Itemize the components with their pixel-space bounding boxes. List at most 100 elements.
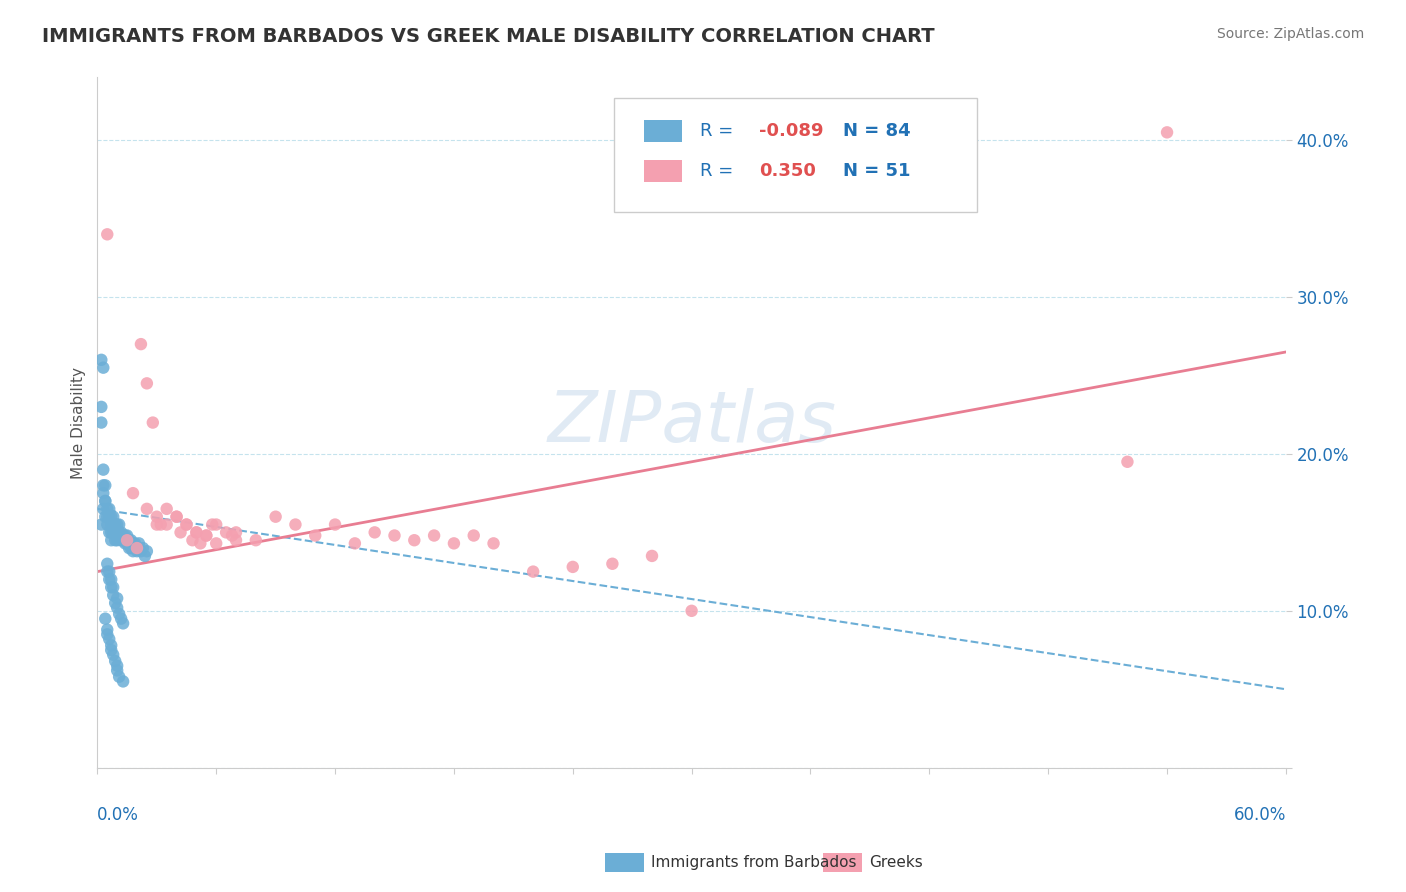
Point xyxy=(100,580,122,594)
Point xyxy=(284,517,307,532)
Point xyxy=(104,517,127,532)
Point xyxy=(522,565,544,579)
Point xyxy=(169,525,191,540)
Point xyxy=(166,509,188,524)
Point xyxy=(482,536,505,550)
Point xyxy=(90,517,112,532)
Point xyxy=(115,533,138,548)
Point xyxy=(129,337,152,351)
Point xyxy=(118,533,141,548)
Point xyxy=(195,528,218,542)
Point xyxy=(96,509,118,524)
Point xyxy=(343,536,366,550)
Point xyxy=(112,528,135,542)
Text: Immigrants from Barbados: Immigrants from Barbados xyxy=(651,855,856,870)
Point xyxy=(105,664,128,678)
Point xyxy=(221,528,243,542)
Point xyxy=(100,517,122,532)
Text: N = 51: N = 51 xyxy=(842,161,910,179)
Text: ZIPatlas: ZIPatlas xyxy=(547,388,837,457)
Point xyxy=(110,533,132,548)
Point xyxy=(443,536,465,550)
Point xyxy=(186,525,208,540)
Text: 0.350: 0.350 xyxy=(759,161,817,179)
Point xyxy=(120,541,142,555)
Point xyxy=(103,509,125,524)
Point xyxy=(100,533,122,548)
Point xyxy=(104,533,127,548)
Point xyxy=(90,416,112,430)
Point xyxy=(100,643,122,657)
Point xyxy=(98,501,121,516)
Point xyxy=(94,494,117,508)
Point xyxy=(98,565,121,579)
Point xyxy=(205,536,228,550)
Point xyxy=(96,227,118,242)
Point xyxy=(96,565,118,579)
Point xyxy=(103,648,125,662)
Point xyxy=(190,536,212,550)
Point xyxy=(681,604,703,618)
Point xyxy=(186,525,208,540)
Point xyxy=(641,549,664,563)
Point xyxy=(128,536,150,550)
Point xyxy=(110,525,132,540)
Point xyxy=(195,528,218,542)
Point xyxy=(124,536,146,550)
Text: Greeks: Greeks xyxy=(869,855,922,870)
Point xyxy=(1116,455,1139,469)
Point xyxy=(96,627,118,641)
Point xyxy=(181,533,204,548)
Point xyxy=(105,600,128,615)
Point xyxy=(103,588,125,602)
Point xyxy=(114,536,136,550)
FancyBboxPatch shape xyxy=(644,160,682,182)
Text: R =: R = xyxy=(700,122,740,140)
Point xyxy=(118,541,141,555)
Text: 60.0%: 60.0% xyxy=(1233,805,1286,823)
Point xyxy=(602,557,624,571)
Point xyxy=(124,541,146,555)
Point xyxy=(94,509,117,524)
Point xyxy=(146,509,169,524)
Point xyxy=(463,528,485,542)
Point xyxy=(105,591,128,606)
Point xyxy=(105,528,128,542)
Point xyxy=(91,462,114,476)
Point xyxy=(120,533,142,548)
Point xyxy=(108,517,131,532)
Point xyxy=(108,528,131,542)
Point xyxy=(1156,125,1178,139)
Point xyxy=(94,494,117,508)
Point xyxy=(149,517,172,532)
Point xyxy=(135,544,157,558)
FancyBboxPatch shape xyxy=(644,120,682,143)
Point xyxy=(264,509,287,524)
Point xyxy=(98,632,121,646)
Point xyxy=(135,501,157,516)
Point xyxy=(156,501,179,516)
Point xyxy=(96,501,118,516)
Point xyxy=(94,612,117,626)
Point xyxy=(205,517,228,532)
Point xyxy=(423,528,446,542)
Point xyxy=(91,501,114,516)
Point xyxy=(561,560,583,574)
Point xyxy=(363,525,385,540)
Text: N = 84: N = 84 xyxy=(842,122,910,140)
Point xyxy=(122,536,145,550)
Point xyxy=(103,517,125,532)
Point xyxy=(156,517,179,532)
Point xyxy=(105,658,128,673)
Point xyxy=(142,416,165,430)
Point xyxy=(176,517,198,532)
Point xyxy=(112,533,135,548)
Point xyxy=(125,541,148,555)
Point xyxy=(404,533,426,548)
Point xyxy=(125,541,148,555)
FancyBboxPatch shape xyxy=(614,98,977,212)
Point xyxy=(304,528,326,542)
Point xyxy=(105,517,128,532)
Point xyxy=(91,478,114,492)
Point xyxy=(129,544,152,558)
